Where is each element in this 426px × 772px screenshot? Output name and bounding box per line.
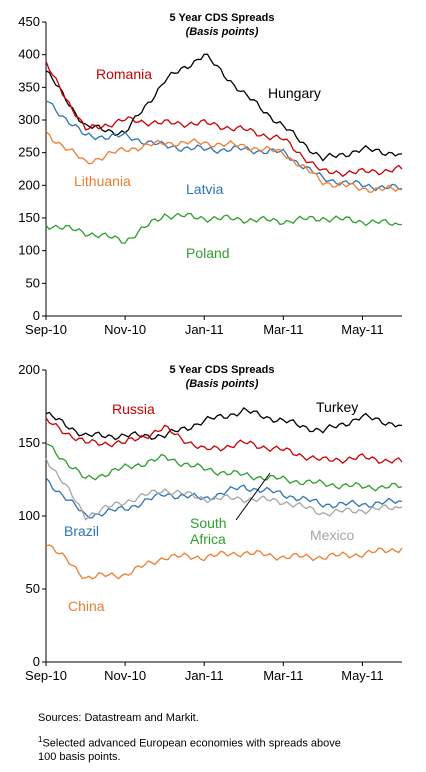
series-line-mexico [45,458,403,521]
chart-subtitle: (Basis points) [186,378,259,390]
footnote-line1: Selected advanced European economies wit… [42,737,341,750]
footnote-1: 1Selected advanced European economies wi… [38,733,341,751]
y-tick-label: 300 [18,112,40,127]
x-tick-label: May-11 [341,668,383,683]
sources-note: Sources: Datastream and Markit. [38,712,199,724]
series-line-latvia [45,100,403,192]
label-hungary: Hungary [268,85,321,101]
series-line-turkey [45,406,403,441]
y-tick-label: 0 [33,308,40,323]
label-lithuania: Lithuania [74,173,131,189]
y-tick-label: 400 [18,47,40,62]
series-line-hungary [45,53,402,162]
series-lines [45,53,403,244]
y-tick-label: 100 [18,243,40,258]
annotation-arrow [235,472,271,521]
axes: 0 50 100 150 200 250 300 350 400 450 Sep-10 Nov-10 J… [18,14,402,337]
footnotes: Sources: Datastream and Markit. 1Selecte… [38,712,341,764]
series-line-russia [45,417,403,464]
series-line-lithuania [45,131,403,193]
label-latvia: Latvia [186,181,224,197]
label-south-africa-line1: South [190,515,227,531]
x-tick-label: Jan-11 [185,322,224,337]
x-tick-label: Mar-11 [263,322,303,337]
series-line-poland [45,212,403,244]
y-tick-label: 50 [26,275,40,290]
series-line-brazil [45,477,403,519]
chart-subtitle: (Basis points) [186,26,259,38]
x-tick-label: May-11 [341,322,383,337]
footnote-marker: 1 [38,735,43,744]
y-tick-label: 200 [18,362,40,377]
y-tick-label: 250 [18,145,40,160]
y-tick-label: 0 [33,654,40,669]
y-tick-label: 150 [18,210,40,225]
chart-top-central-europe: 5 Year CDS Spreads (Basis points) 0 50 100… [18,12,403,337]
label-china: China [68,598,105,614]
label-south-africa-line2: Africa [190,531,226,547]
x-tick-label: Nov-10 [104,668,146,683]
y-tick-label: 450 [18,14,40,29]
label-poland: Poland [186,245,230,261]
y-tick-label: 150 [18,435,40,450]
chart-title: 5 Year CDS Spreads [170,364,275,376]
footnote-line2: 100 basis points. [38,750,121,763]
y-tick-label: 100 [18,508,40,523]
label-brazil: Brazil [64,523,99,539]
chart-title: 5 Year CDS Spreads [170,12,275,24]
series-lines [45,406,403,580]
chart-bottom-emerging-markets: 5 Year CDS Spreads (Basis points) 0 50 100… [18,362,403,683]
label-russia: Russia [112,401,155,417]
series-line-south-africa [45,443,403,492]
label-mexico: Mexico [310,527,355,543]
label-turkey: Turkey [316,399,358,415]
y-tick-label: 50 [26,581,40,596]
x-tick-label: Sep-10 [25,668,67,683]
series-line-china [45,544,403,580]
x-tick-label: Mar-11 [263,668,303,683]
x-tick-label: Sep-10 [25,322,67,337]
series-line-romania [45,60,403,178]
label-romania: Romania [96,66,152,82]
x-tick-label: Jan-11 [185,668,224,683]
x-tick-label: Nov-10 [104,322,146,337]
y-tick-label: 350 [18,79,40,94]
y-tick-label: 200 [18,177,40,192]
